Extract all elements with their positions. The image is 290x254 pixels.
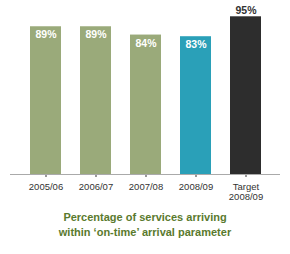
svg-text:2007/08: 2007/08	[129, 181, 163, 192]
svg-text:89%: 89%	[85, 28, 107, 40]
html-text:Percentage of services arrivin: Percentage of services arriving within ‘…	[58, 211, 232, 239]
svg-text:2005/06: 2005/06	[29, 181, 63, 192]
svg-text:2006/07: 2006/07	[79, 181, 113, 192]
svg-text:Target2008/09: Target2008/09	[229, 181, 263, 202]
svg-text:89%: 89%	[35, 28, 57, 40]
svg-text:83%: 83%	[185, 38, 207, 50]
svg-text:84%: 84%	[135, 37, 157, 49]
svg-text:95%: 95%	[235, 4, 257, 16]
svg-text:2008/09: 2008/09	[179, 181, 213, 192]
